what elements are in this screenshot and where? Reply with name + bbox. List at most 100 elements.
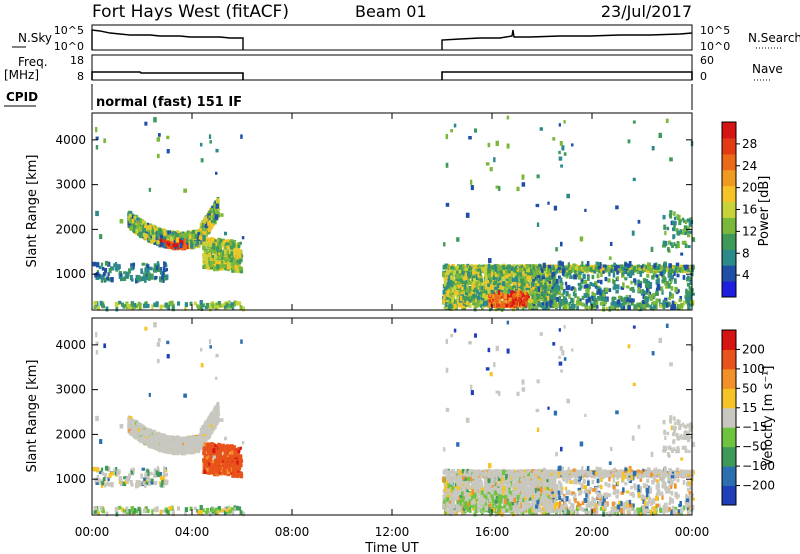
- power-cell: [513, 267, 517, 273]
- power-cell: [159, 304, 163, 310]
- power-cell: [486, 289, 491, 294]
- power-cell: [647, 266, 651, 271]
- power-cell: [452, 294, 456, 300]
- power-cell: [135, 278, 138, 284]
- power-cell: [100, 262, 104, 267]
- power-cell: [691, 299, 695, 306]
- power-cell: [137, 223, 141, 228]
- power-cell: [208, 249, 212, 253]
- power-cell: [542, 306, 546, 311]
- power-cell: [224, 241, 228, 246]
- power-cell: [514, 299, 519, 304]
- power-cell: [480, 288, 483, 293]
- power-cell: [131, 218, 135, 224]
- power-cell: [222, 264, 226, 269]
- power-cell: [571, 264, 574, 270]
- power-cell: [212, 217, 216, 223]
- power-cell: [605, 306, 608, 311]
- power-cell: [125, 303, 129, 308]
- power-cell: [219, 256, 223, 260]
- power-cell: [229, 241, 233, 247]
- power-cell: [446, 289, 451, 293]
- power-cell: [156, 263, 160, 267]
- power-cell: [190, 236, 194, 242]
- power-cell: [487, 283, 490, 287]
- power-cell: [484, 296, 487, 301]
- power-cell: [490, 271, 494, 277]
- power-cell: [212, 243, 216, 249]
- power-cell: [215, 302, 219, 306]
- power-cell: [95, 275, 100, 280]
- power-cell: [458, 269, 462, 274]
- power-cell: [183, 238, 187, 244]
- power-cell: [172, 243, 177, 248]
- power-cell: [492, 281, 497, 286]
- power-cell: [115, 306, 119, 312]
- power-cell: [219, 251, 223, 258]
- power-cell: [520, 278, 524, 283]
- power-cell: [230, 245, 234, 250]
- power-cell: [453, 291, 458, 296]
- power-cell: [138, 276, 142, 282]
- power-cell: [154, 240, 158, 245]
- power-cell: [595, 268, 599, 272]
- power-cell: [114, 266, 118, 271]
- power-cell: [476, 303, 481, 307]
- power-cell: [226, 247, 229, 253]
- power-cell: [576, 306, 579, 311]
- power-cell: [455, 290, 459, 295]
- power-cell: [527, 269, 531, 275]
- power-cell: [526, 275, 530, 281]
- power-cell: [580, 266, 584, 272]
- power-cell: [473, 270, 478, 274]
- power-cell: [452, 303, 457, 309]
- power-cell: [145, 276, 149, 281]
- power-cell: [154, 227, 157, 233]
- power-cell: [160, 278, 163, 283]
- power-cell: [518, 293, 522, 298]
- power-cell: [637, 302, 641, 308]
- power-cell: [197, 305, 200, 311]
- power-cell: [214, 307, 219, 311]
- power-cell: [129, 275, 133, 281]
- power-cell: [526, 263, 530, 269]
- power-cell: [162, 242, 166, 248]
- power-cell: [473, 304, 476, 308]
- power-cell: [465, 300, 469, 306]
- power-cell: [584, 305, 588, 310]
- power-cell: [479, 300, 483, 304]
- power-cell: [141, 220, 145, 224]
- power-cell: [203, 237, 206, 242]
- power-cell: [491, 298, 495, 302]
- power-cell: [443, 281, 447, 286]
- noise-tick-left-top: 10^5: [54, 24, 84, 37]
- power-cell: [470, 290, 474, 295]
- power-cell: [170, 245, 174, 249]
- power-cell: [461, 303, 464, 309]
- power-cell: [143, 303, 147, 309]
- power-cell: [206, 266, 210, 270]
- power-cell: [478, 282, 482, 287]
- power-cell: [545, 302, 549, 308]
- power-cell: [135, 274, 139, 281]
- power-cell: [642, 266, 646, 270]
- power-cell: [162, 266, 166, 272]
- power-cell: [178, 238, 183, 244]
- power-cell: [558, 302, 562, 308]
- power-cell: [471, 301, 476, 306]
- power-cell: [163, 263, 166, 268]
- power-cell: [442, 271, 445, 277]
- power-cell: [237, 301, 242, 306]
- power-cell: [535, 281, 539, 286]
- power-cell: [457, 284, 461, 289]
- power-cell: [106, 276, 110, 281]
- power-cell: [464, 264, 468, 269]
- power-cell: [477, 300, 481, 304]
- power-cell: [477, 281, 480, 287]
- power-cell: [140, 228, 143, 233]
- power-cell: [498, 299, 502, 304]
- power-cell: [148, 236, 151, 242]
- power-cell: [455, 301, 458, 305]
- power-cell: [442, 289, 446, 295]
- power-cell: [442, 298, 446, 304]
